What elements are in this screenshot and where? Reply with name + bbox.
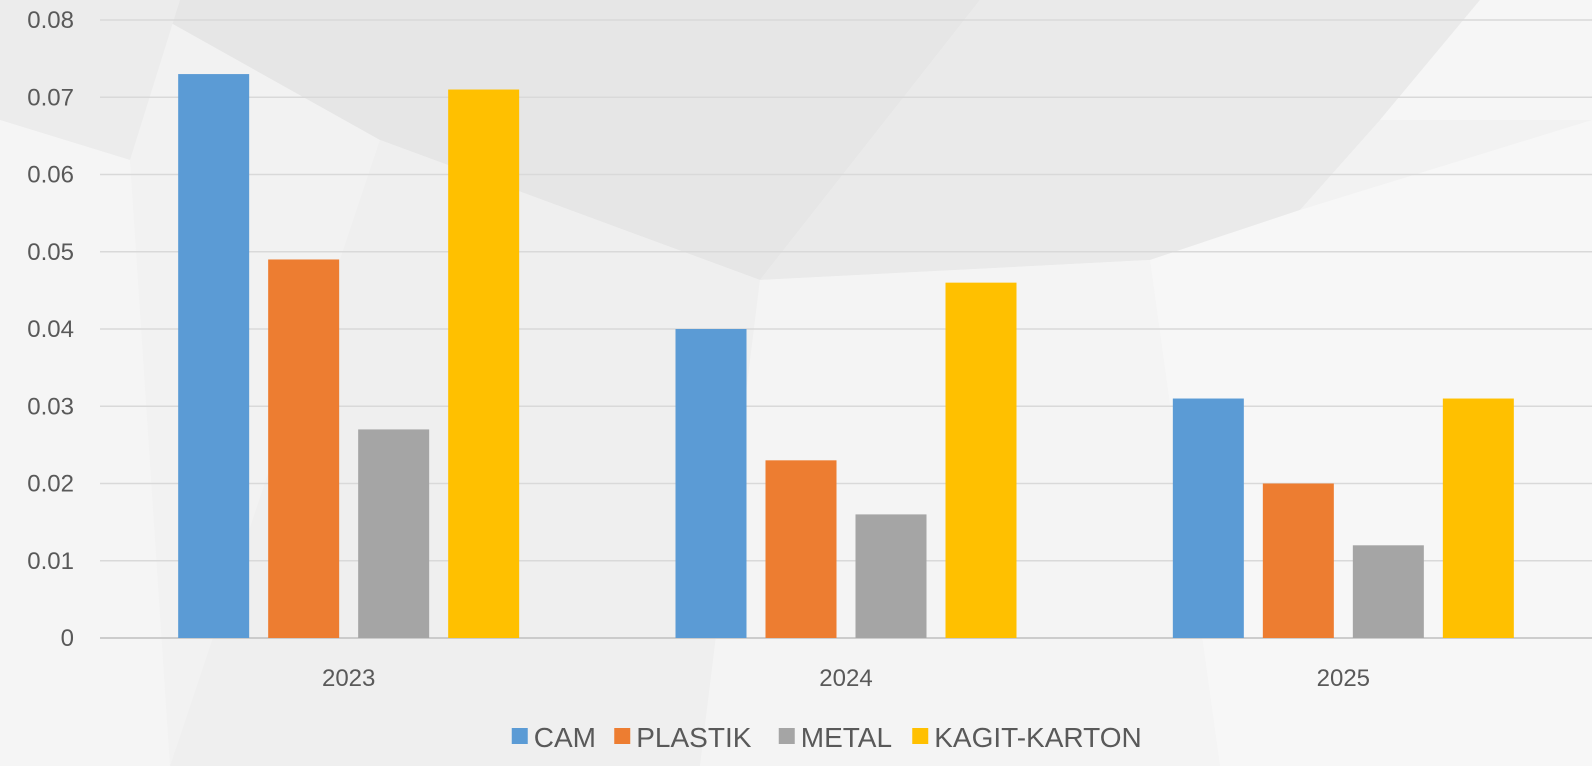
- gridlines: [100, 19, 1592, 639]
- bar-plastik-2023: [268, 259, 340, 638]
- bar-metal-2025: [1352, 545, 1424, 638]
- y-tick-label: 0.08: [27, 7, 74, 34]
- y-tick-label: 0.03: [27, 393, 74, 420]
- y-tick-label: 0.04: [27, 316, 74, 343]
- bar-cam-2024: [675, 329, 747, 638]
- bar-cam-2023: [178, 74, 250, 638]
- legend-item-plastik: PLASTIK: [614, 722, 752, 753]
- bars: [178, 74, 1514, 638]
- bar-metal-2024: [855, 514, 927, 638]
- x-axis-category-labels: 2023 2024 2025: [322, 665, 1370, 692]
- legend-item-metal: METAL: [778, 722, 892, 753]
- x-category-label: 2024: [819, 665, 872, 692]
- x-category-label: 2025: [1317, 665, 1370, 692]
- y-tick-label: 0.07: [27, 84, 74, 111]
- bar-kagit-karton-2024: [945, 282, 1017, 638]
- y-tick-label: 0.06: [27, 162, 74, 189]
- legend-label: METAL: [801, 722, 892, 753]
- y-tick-label: 0: [61, 625, 74, 652]
- legend-item-kagit-karton: KAGIT-KARTON: [912, 722, 1142, 753]
- bar-metal-2023: [358, 429, 430, 638]
- legend-swatch: [614, 728, 631, 744]
- bar-kagit-karton-2023: [448, 89, 520, 638]
- y-tick-label: 0.05: [27, 239, 74, 266]
- legend-label: CAM: [534, 722, 596, 753]
- legend-label: KAGIT-KARTON: [934, 722, 1141, 753]
- bar-plastik-2025: [1262, 483, 1334, 638]
- bar-cam-2025: [1172, 398, 1244, 638]
- legend-label: PLASTIK: [636, 722, 751, 753]
- bar-plastik-2024: [765, 460, 837, 638]
- bar-kagit-karton-2025: [1442, 398, 1514, 638]
- legend: CAM PLASTIK METAL KAGIT-KARTON: [511, 722, 1142, 753]
- x-category-label: 2023: [322, 665, 375, 692]
- legend-swatch: [511, 728, 528, 744]
- legend-item-cam: CAM: [511, 722, 596, 753]
- y-axis-tick-labels: 0 0.01 0.02 0.03 0.04 0.05 0.06 0.07 0.08: [27, 7, 74, 652]
- y-tick-label: 0.01: [27, 548, 74, 575]
- y-tick-label: 0.02: [27, 471, 74, 498]
- legend-swatch: [912, 728, 929, 744]
- legend-swatch: [778, 728, 795, 744]
